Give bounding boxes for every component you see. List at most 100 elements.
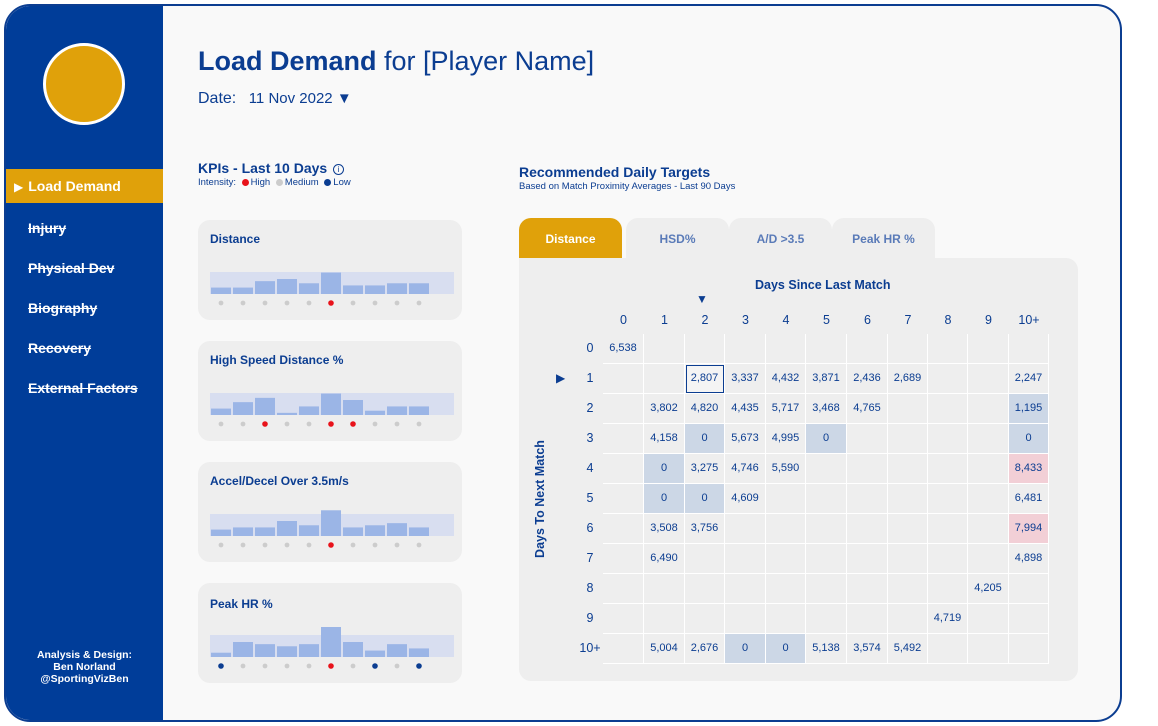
heatmap-cell[interactable]	[928, 334, 968, 364]
heatmap-cell[interactable]: 5,717	[766, 394, 806, 424]
heatmap-cell[interactable]: 4,432	[766, 364, 806, 394]
heatmap-cell[interactable]: 5,004	[644, 634, 685, 664]
heatmap-cell[interactable]	[888, 394, 928, 424]
heatmap-cell[interactable]	[603, 454, 644, 484]
heatmap-cell[interactable]	[888, 514, 928, 544]
heatmap-cell[interactable]	[806, 484, 847, 514]
heatmap-cell[interactable]	[725, 574, 766, 604]
heatmap-cell[interactable]	[928, 544, 968, 574]
heatmap-cell[interactable]	[685, 334, 725, 364]
heatmap-cell[interactable]: 4,898	[1009, 544, 1049, 574]
heatmap-cell[interactable]	[644, 334, 685, 364]
heatmap-cell[interactable]: 2,689	[888, 364, 928, 394]
heatmap-cell[interactable]	[603, 514, 644, 544]
tab-distance[interactable]: Distance	[519, 218, 622, 262]
heatmap-cell[interactable]: 1,195	[1009, 394, 1049, 424]
heatmap-cell[interactable]	[806, 604, 847, 634]
heatmap-cell[interactable]: 0	[766, 634, 806, 664]
heatmap-cell[interactable]	[928, 424, 968, 454]
heatmap-cell[interactable]: 0	[685, 424, 725, 454]
heatmap-cell[interactable]	[888, 334, 928, 364]
heatmap-cell[interactable]	[968, 424, 1009, 454]
heatmap-cell[interactable]	[806, 334, 847, 364]
heatmap-cell[interactable]: 3,508	[644, 514, 685, 544]
heatmap-cell[interactable]: 0	[1009, 424, 1049, 454]
heatmap-cell[interactable]	[847, 544, 888, 574]
heatmap-cell[interactable]: 3,871	[806, 364, 847, 394]
heatmap-cell[interactable]: 0	[644, 454, 685, 484]
heatmap-cell[interactable]	[847, 484, 888, 514]
heatmap-cell[interactable]: 6,481	[1009, 484, 1049, 514]
heatmap-cell[interactable]	[644, 574, 685, 604]
heatmap-cell[interactable]	[888, 484, 928, 514]
heatmap-cell[interactable]	[888, 544, 928, 574]
heatmap-cell[interactable]	[888, 604, 928, 634]
heatmap-cell[interactable]: 5,138	[806, 634, 847, 664]
heatmap-cell[interactable]	[725, 514, 766, 544]
heatmap-cell[interactable]	[847, 514, 888, 544]
heatmap-cell[interactable]	[847, 424, 888, 454]
heatmap-cell[interactable]	[968, 604, 1009, 634]
heatmap-cell[interactable]: 5,673	[725, 424, 766, 454]
sidebar-item-injury[interactable]: Injury	[28, 220, 67, 236]
heatmap-cell[interactable]	[766, 514, 806, 544]
heatmap-cell[interactable]: 2,436	[847, 364, 888, 394]
heatmap-cell[interactable]: 6,538	[603, 334, 644, 364]
sidebar-item-load-demand[interactable]: ▶ Load Demand	[6, 169, 163, 203]
heatmap-cell[interactable]	[1009, 334, 1049, 364]
heatmap-cell[interactable]	[968, 394, 1009, 424]
heatmap-cell[interactable]	[603, 544, 644, 574]
heatmap-cell[interactable]	[968, 544, 1009, 574]
heatmap-cell[interactable]: 8,433	[1009, 454, 1049, 484]
tab-peak-hr[interactable]: Peak HR %	[832, 218, 935, 262]
heatmap-cell[interactable]	[888, 424, 928, 454]
heatmap-cell[interactable]	[725, 334, 766, 364]
heatmap-cell[interactable]	[968, 334, 1009, 364]
heatmap-cell[interactable]	[928, 574, 968, 604]
heatmap-cell[interactable]	[968, 484, 1009, 514]
heatmap-cell[interactable]	[847, 574, 888, 604]
heatmap-cell[interactable]: 5,492	[888, 634, 928, 664]
heatmap-cell[interactable]: 3,574	[847, 634, 888, 664]
sidebar-item-physical-dev[interactable]: Physical Dev	[28, 260, 115, 276]
heatmap-cell[interactable]	[888, 574, 928, 604]
tab-accel-decel[interactable]: A/D >3.5	[729, 218, 832, 262]
heatmap-cell[interactable]	[603, 484, 644, 514]
heatmap-cell[interactable]: 4,746	[725, 454, 766, 484]
heatmap-cell[interactable]	[685, 544, 725, 574]
heatmap-cell[interactable]: 0	[725, 634, 766, 664]
heatmap-cell[interactable]	[766, 544, 806, 574]
heatmap-cell[interactable]: 4,158	[644, 424, 685, 454]
heatmap-cell[interactable]	[928, 634, 968, 664]
heatmap-cell[interactable]: 4,995	[766, 424, 806, 454]
heatmap-cell[interactable]	[806, 514, 847, 544]
heatmap-cell[interactable]	[888, 454, 928, 484]
date-dropdown[interactable]: 11 Nov 2022 ▼	[248, 90, 352, 107]
heatmap-cell[interactable]	[968, 454, 1009, 484]
heatmap-cell[interactable]	[603, 364, 644, 394]
heatmap-cell[interactable]: 4,820	[685, 394, 725, 424]
heatmap-cell[interactable]: 3,337	[725, 364, 766, 394]
heatmap-cell[interactable]: 2,247	[1009, 364, 1049, 394]
heatmap-cell[interactable]: 3,275	[685, 454, 725, 484]
heatmap-cell[interactable]	[725, 544, 766, 574]
info-icon[interactable]: i	[333, 163, 345, 175]
heatmap-cell[interactable]: 0	[644, 484, 685, 514]
heatmap-cell[interactable]	[968, 514, 1009, 544]
heatmap-cell[interactable]: 2,676	[685, 634, 725, 664]
heatmap-cell[interactable]: 4,205	[968, 574, 1009, 604]
heatmap-cell[interactable]	[603, 634, 644, 664]
tab-hsd[interactable]: HSD%	[626, 218, 729, 262]
heatmap-cell[interactable]	[847, 604, 888, 634]
heatmap-cell[interactable]: 6,490	[644, 544, 685, 574]
heatmap-cell[interactable]	[644, 364, 685, 394]
heatmap-cell[interactable]	[968, 634, 1009, 664]
heatmap-cell[interactable]	[806, 544, 847, 574]
heatmap-cell[interactable]	[847, 454, 888, 484]
heatmap-cell[interactable]: 4,719	[928, 604, 968, 634]
heatmap-cell[interactable]: 7,994	[1009, 514, 1049, 544]
heatmap-cell[interactable]	[685, 604, 725, 634]
heatmap-cell[interactable]	[766, 334, 806, 364]
heatmap-cell[interactable]: 3,802	[644, 394, 685, 424]
sidebar-item-external-factors[interactable]: External Factors	[28, 380, 138, 396]
